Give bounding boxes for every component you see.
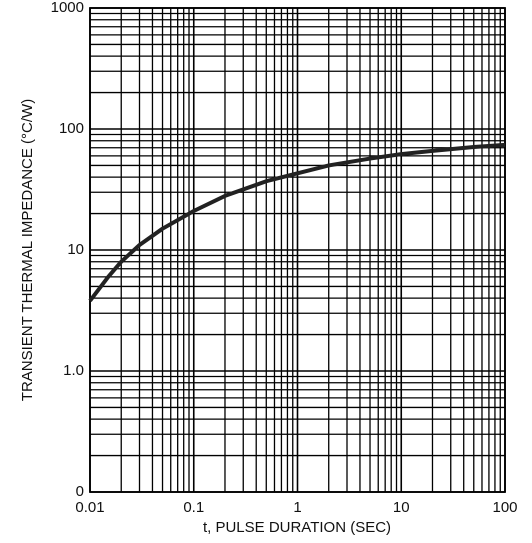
x-tick-label: 100 (492, 499, 517, 516)
x-tick-label: 10 (393, 499, 410, 516)
y-tick-label: 10 (67, 241, 84, 258)
line-series (88, 142, 506, 303)
x-axis-label: t, PULSE DURATION (SEC) (203, 519, 391, 536)
plot-frame (89, 7, 506, 493)
y-tick-label: 100 (59, 120, 84, 137)
x-tick-label: 1 (293, 499, 301, 516)
x-tick-label: 0.01 (75, 499, 104, 516)
x-tick-label: 0.1 (183, 499, 204, 516)
y-tick-label: 1.0 (63, 362, 84, 379)
y-tick-label: 1000 (51, 0, 84, 16)
y-axis-label: TRANSIENT THERMAL IMPEDANCE (°C/W) (19, 99, 36, 401)
y-tick-label: 0 (76, 483, 84, 500)
